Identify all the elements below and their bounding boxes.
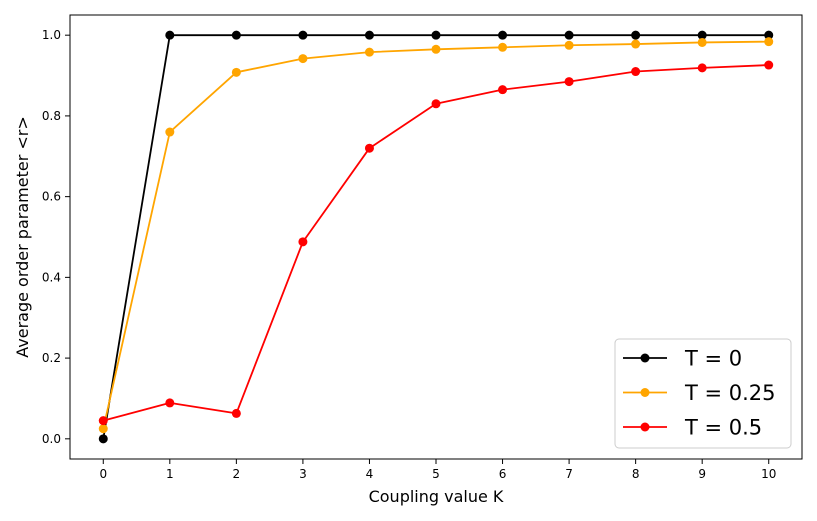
x-tick-label: 2 [233,467,241,481]
data-point [498,30,508,40]
legend-marker [640,422,650,432]
data-point [631,30,641,40]
data-point [98,424,108,434]
data-point [231,67,241,77]
x-tick-label: 9 [698,467,706,481]
legend-label: T = 0.25 [684,381,776,405]
y-tick-label: 0.0 [42,432,61,446]
series-2 [98,60,774,426]
data-point [98,434,108,444]
x-tick-label: 4 [366,467,374,481]
data-point [498,42,508,52]
data-point [431,44,441,54]
x-tick-label: 7 [565,467,573,481]
x-axis-label: Coupling value K [369,487,504,506]
data-point [364,30,374,40]
y-axis-label: Average order parameter <r> [13,116,32,357]
data-point [165,127,175,137]
data-point [697,30,707,40]
data-point [498,85,508,95]
data-point [764,30,774,40]
plot-marks [98,30,774,444]
data-point [564,30,574,40]
y-tick-label: 0.6 [42,190,61,204]
x-tick-label: 6 [499,467,507,481]
x-tick-label: 5 [432,467,440,481]
y-axis-ticks: 0.0 0.2 0.4 0.6 0.8 1.0 [42,28,70,446]
x-tick-label: 10 [761,467,776,481]
data-point [165,30,175,40]
x-tick-label: 1 [166,467,174,481]
x-tick-label: 3 [299,467,307,481]
legend-marker [640,353,650,363]
data-point [431,30,441,40]
y-tick-label: 0.8 [42,109,61,123]
series-1 [98,37,774,434]
data-point [431,99,441,109]
data-point [564,77,574,87]
data-point [631,39,641,49]
data-point [697,63,707,73]
data-point [364,47,374,57]
data-point [631,67,641,77]
data-point [564,40,574,50]
data-point [98,416,108,426]
legend: T = 0 T = 0.25 T = 0.5 [614,338,792,449]
x-tick-label: 0 [99,467,107,481]
data-point [764,37,774,47]
legend-box [614,338,792,449]
data-point [298,54,308,64]
legend-label: T = 0 [684,347,742,371]
data-point [165,398,175,408]
data-point [231,30,241,40]
data-point [231,408,241,418]
data-point [697,37,707,47]
y-tick-label: 0.4 [42,270,61,284]
data-point [298,30,308,40]
y-tick-label: 1.0 [42,28,61,42]
data-point [364,143,374,153]
data-point [298,237,308,247]
x-tick-label: 8 [632,467,640,481]
data-point [764,60,774,70]
legend-marker [640,388,650,397]
legend-label: T = 0.5 [684,416,762,440]
x-axis-ticks: 0 1 2 3 4 5 6 7 8 9 10 [99,459,776,481]
y-tick-label: 0.2 [42,351,61,365]
series-0 [98,30,774,444]
